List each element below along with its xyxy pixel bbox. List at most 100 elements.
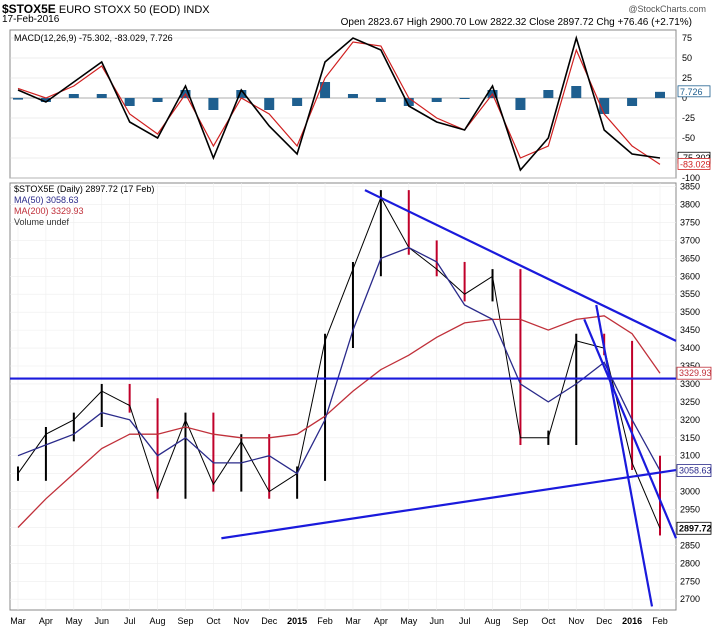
- x-tick-label: Feb: [652, 616, 668, 626]
- price-tick-label: 3700: [680, 235, 700, 245]
- macd-histogram-bar: [375, 98, 386, 102]
- trend-line: [221, 468, 677, 540]
- macd-histogram-bar: [403, 98, 414, 106]
- trend-line: [583, 318, 678, 539]
- x-tick-label: Sep: [177, 616, 193, 626]
- x-tick-label: Mar: [345, 616, 361, 626]
- x-tick-label: Nov: [233, 616, 250, 626]
- x-tick-label: Dec: [596, 616, 613, 626]
- price-y-axis: 3850 3800 3750 3700 3650 3600 3550 3500 3450 3400…: [10, 182, 700, 604]
- price-tick-label: 3150: [680, 433, 700, 443]
- x-tick-label: Mar: [10, 616, 26, 626]
- macd-histogram-bar: [13, 98, 23, 100]
- macd-tags: 7.726-75.302-83.029: [677, 85, 711, 170]
- x-tick-label: Apr: [39, 616, 53, 626]
- price-value-tag-text: 3058.63: [679, 466, 712, 476]
- macd-tick-label: 50: [682, 53, 692, 63]
- x-tick-label: Dec: [261, 616, 278, 626]
- price-legend-text: MA(200) 3329.93: [14, 206, 84, 216]
- x-tick-label: Jul: [459, 616, 471, 626]
- price-line: [17, 196, 661, 529]
- price-tick-label: 3550: [680, 289, 700, 299]
- price-tick-label: 3000: [680, 487, 700, 497]
- macd-tick-label: -25: [682, 113, 695, 123]
- price-panel-frame: [9, 182, 677, 611]
- x-tick-label: Jun: [429, 616, 444, 626]
- price-legend-text: $STOX5E (Daily) 2897.72 (17 Feb): [14, 184, 154, 194]
- x-tick-label: 2016: [622, 616, 642, 626]
- macd-histogram-bar: [599, 98, 610, 114]
- brand-label: @StockCharts.com: [628, 4, 706, 14]
- macd-value-tag: [677, 158, 711, 170]
- trend-line: [595, 304, 654, 607]
- price-tick-label: 3250: [680, 397, 700, 407]
- price-tick-label: 2750: [680, 576, 700, 586]
- x-tick-label: May: [400, 616, 418, 626]
- price-tick-label: 3300: [680, 379, 700, 389]
- price-tick-label: 3500: [680, 307, 700, 317]
- macd-legend: MACD(12,26,9) -75.302, -83.029, 7.726: [14, 33, 173, 43]
- macd-histogram-bar: [431, 98, 442, 102]
- price-value-tag: [676, 464, 712, 477]
- price-tick-label: 3650: [680, 253, 700, 263]
- trend-line: [364, 189, 677, 342]
- price-tick-label: 2950: [680, 505, 700, 515]
- macd-histogram-bar: [124, 98, 135, 106]
- ma50-line: [17, 246, 661, 475]
- price-value-tag: [676, 521, 712, 535]
- price-tick-label: 2850: [680, 540, 700, 550]
- price-tags: 3329.93 3058.63 2897.72: [676, 366, 712, 535]
- price-tick-label: 3750: [680, 217, 700, 227]
- x-tick-label: Sep: [512, 616, 528, 626]
- macd-value-tag-text: -83.029: [680, 159, 711, 169]
- macd-histogram-bar: [347, 94, 358, 98]
- macd-legend-text: MACD(12,26,9) -75.302, -83.029, 7.726: [14, 33, 173, 43]
- x-tick-label: Jul: [124, 616, 136, 626]
- price-value-tag: [676, 366, 712, 380]
- price-tick-label: 3800: [680, 200, 700, 210]
- x-tick-label: Nov: [568, 616, 585, 626]
- price-tick-label: 3450: [680, 325, 700, 335]
- price-tick-label: 3100: [680, 451, 700, 461]
- x-tick-label: Oct: [206, 616, 221, 626]
- macd-histogram-bar: [655, 91, 665, 98]
- price-legend-text: Volume undef: [14, 217, 70, 227]
- price-tick-label: 2700: [680, 594, 700, 604]
- chart-date: 17-Feb-2016: [2, 14, 60, 25]
- x-tick-label: Apr: [374, 616, 388, 626]
- chart-title: $STOX5E EURO STOXX 50 (EOD) INDX: [2, 2, 210, 16]
- macd-histogram-bar: [543, 90, 554, 98]
- price-tick-label: 3200: [680, 415, 700, 425]
- x-tick-label: 2015: [287, 616, 307, 626]
- ma200-line: [17, 315, 661, 528]
- macd-tick-label: -100: [682, 173, 700, 183]
- price-legend-text: MA(50) 3058.63: [14, 195, 79, 205]
- macd-histogram-bar: [152, 98, 163, 102]
- x-tick-label: Aug: [150, 616, 166, 626]
- price-value-tag-text: 3329.93: [679, 368, 712, 378]
- macd-histogram-bar: [627, 98, 638, 106]
- price-tick-label: 3350: [680, 361, 700, 371]
- x-tick-label: Aug: [485, 616, 501, 626]
- index-name: EURO STOXX 50 (EOD) INDX: [58, 4, 210, 16]
- price-tick-label: 3400: [680, 343, 700, 353]
- price-value-tag-text: 2897.72: [679, 523, 712, 533]
- x-tick-label: Oct: [541, 616, 556, 626]
- macd-histogram-bar: [292, 98, 303, 106]
- macd-tick-label: 0: [682, 93, 687, 103]
- price-legend: $STOX5E (Daily) 2897.72 (17 Feb)MA(50) 3…: [14, 184, 154, 227]
- price-tick-label: 2800: [680, 558, 700, 568]
- macd-histogram-bar: [515, 98, 526, 110]
- macd-tick-label: -50: [682, 133, 695, 143]
- macd-tick-label: 75: [682, 33, 692, 43]
- x-tick-label: Feb: [317, 616, 333, 626]
- macd-signal-line: [17, 41, 661, 165]
- x-tick-label: Jun: [94, 616, 109, 626]
- price-tick-label: 3850: [680, 182, 700, 192]
- macd-value-tag-text: 7.726: [680, 87, 703, 97]
- macd-histogram-bar: [320, 82, 331, 98]
- macd-histogram-bar: [208, 98, 219, 110]
- macd-histogram-bar: [40, 98, 51, 102]
- price-tick-label: 3600: [680, 271, 700, 281]
